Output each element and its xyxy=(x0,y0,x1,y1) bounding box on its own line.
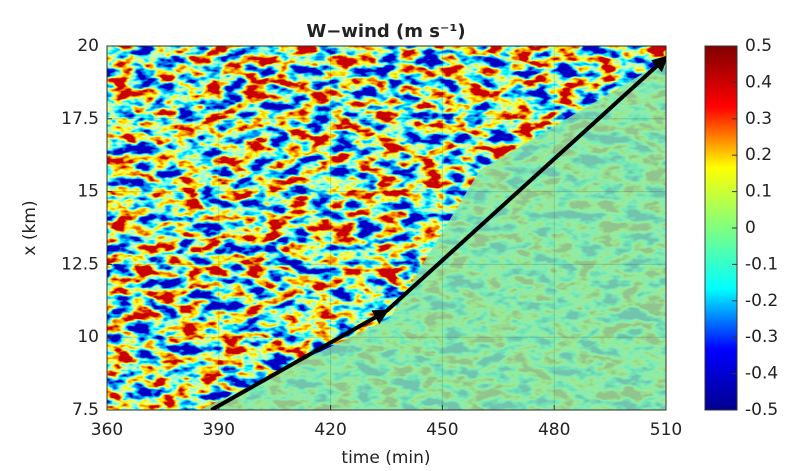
colorbar-tick-label: -0.3 xyxy=(745,327,778,347)
x-tick-label: 510 xyxy=(650,420,682,440)
x-tick-label: 450 xyxy=(426,420,458,440)
colorbar-tick-label: 0.3 xyxy=(745,109,772,129)
x-tick-label: 480 xyxy=(538,420,570,440)
x-tick-label: 360 xyxy=(91,420,123,440)
y-tick-label: 20 xyxy=(77,36,99,56)
calm-region xyxy=(200,60,666,410)
annotation-arrow xyxy=(210,309,390,410)
colorbar-tick-label: -0.1 xyxy=(745,254,778,274)
x-axis-label: time (min) xyxy=(341,448,430,468)
x-tick-label: 420 xyxy=(314,420,346,440)
colorbar-tick-label: -0.5 xyxy=(745,400,778,420)
heatmap xyxy=(107,46,666,410)
y-axis-label: x (km) xyxy=(20,200,40,255)
plot-frame xyxy=(106,45,667,411)
colorbar-tick-label: -0.2 xyxy=(745,291,778,311)
chart-title: W−wind (m s⁻¹) xyxy=(306,21,465,42)
x-tick-label: 390 xyxy=(203,420,235,440)
y-tick-label: 12.5 xyxy=(61,254,99,274)
colorbar-tick-label: 0.4 xyxy=(745,72,772,92)
y-tick-label: 17.5 xyxy=(61,109,99,129)
colorbar-tick-label: 0 xyxy=(745,218,756,238)
y-tick-label: 15 xyxy=(77,182,99,202)
y-tick-label: 7.5 xyxy=(72,400,99,420)
colorbar-tick-label: -0.4 xyxy=(745,364,778,384)
colorbar-tick-label: 0.2 xyxy=(745,145,772,165)
colorbar-tick-label: 0.5 xyxy=(745,36,772,56)
y-tick-label: 10 xyxy=(77,327,99,347)
colorbar-tick-label: 0.1 xyxy=(745,182,772,202)
annotation-arrow xyxy=(385,55,666,313)
colorbar xyxy=(704,45,738,411)
